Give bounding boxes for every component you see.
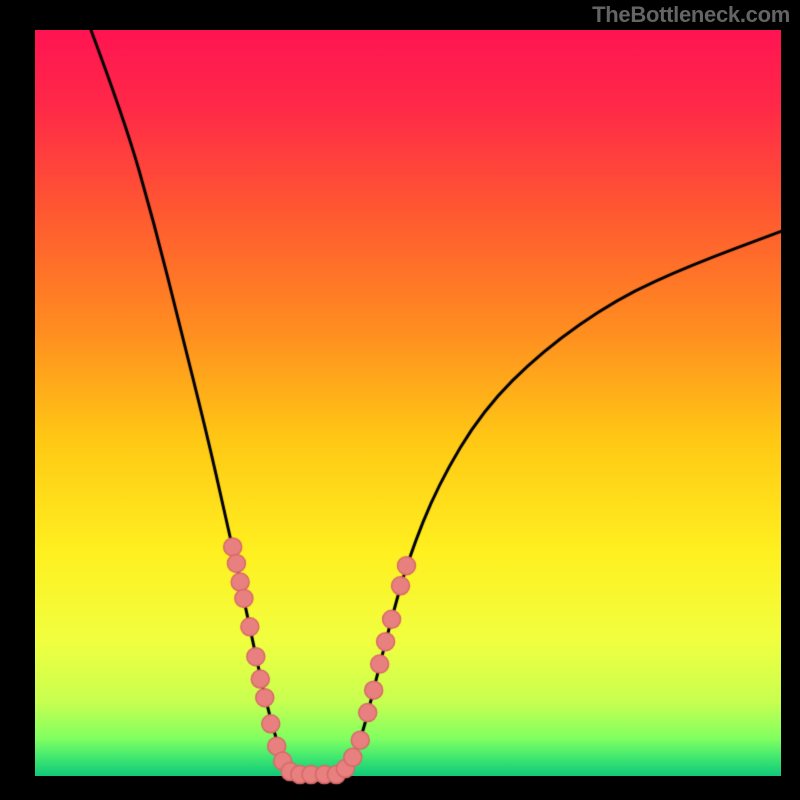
bottleneck-curve-chart [0,0,800,800]
watermark-label: TheBottleneck.com [592,2,790,28]
